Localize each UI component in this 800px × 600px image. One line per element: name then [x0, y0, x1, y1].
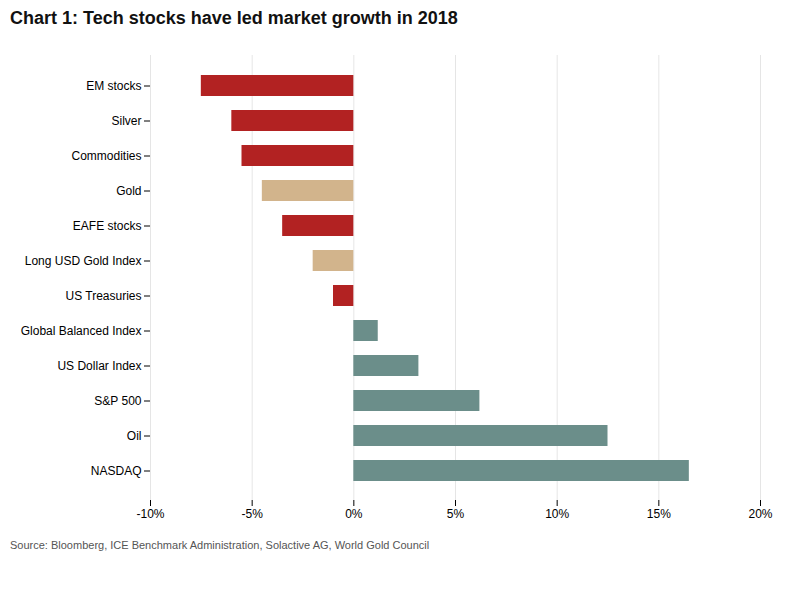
- html-text:Chart 1: Tech stocks have led: Chart 1: Tech stocks have led market gro…: [10, 8, 458, 28]
- svg-text:EAFE stocks: EAFE stocks: [73, 219, 142, 233]
- svg-text:20%: 20%: [748, 507, 772, 521]
- svg-text:Commodities: Commodities: [71, 149, 141, 163]
- html-text:Source: Bloomberg, ICE Benchma: Source: Bloomberg, ICE Benchmark Adminis…: [10, 539, 430, 551]
- svg-text:S&P 500: S&P 500: [94, 394, 141, 408]
- svg-text:10%: 10%: [545, 507, 569, 521]
- svg-text:-10%: -10%: [136, 507, 164, 521]
- svg-text:US Dollar Index: US Dollar Index: [57, 359, 141, 373]
- svg-text:EM stocks: EM stocks: [86, 79, 141, 93]
- svg-text:5%: 5%: [447, 507, 465, 521]
- svg-text:15%: 15%: [647, 507, 671, 521]
- svg-text:Silver: Silver: [111, 114, 141, 128]
- svg-text:-5%: -5%: [241, 507, 263, 521]
- svg-text:Global Balanced Index: Global Balanced Index: [21, 324, 142, 338]
- svg-text:0%: 0%: [345, 507, 363, 521]
- svg-text:Long USD Gold Index: Long USD Gold Index: [25, 254, 142, 268]
- svg-text:Gold: Gold: [116, 184, 141, 198]
- svg-text:Oil: Oil: [127, 429, 142, 443]
- svg-text:NASDAQ: NASDAQ: [91, 464, 142, 478]
- svg-text:US Treasuries: US Treasuries: [65, 289, 141, 303]
